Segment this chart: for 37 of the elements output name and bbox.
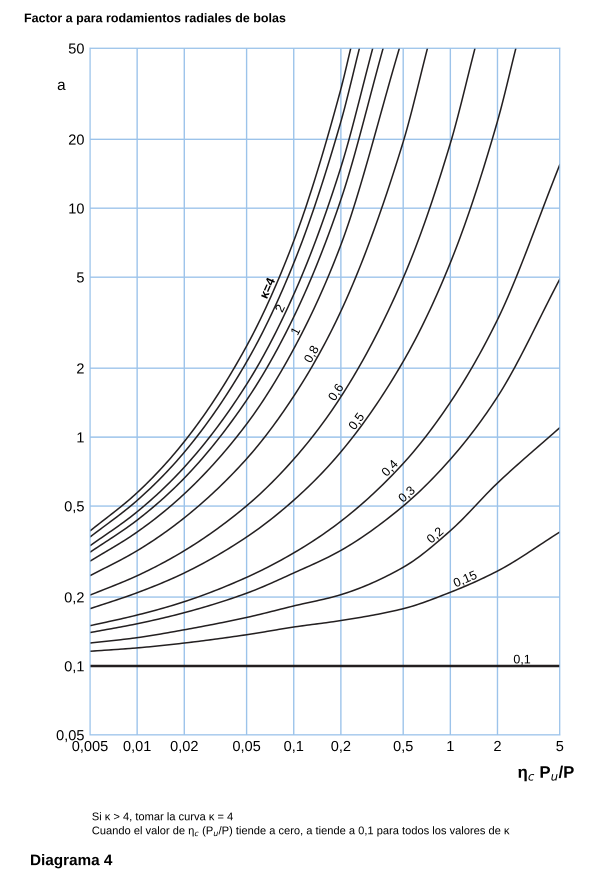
y-tick-label: 10 <box>69 203 84 214</box>
x-tick-label: 0,05 <box>232 740 260 753</box>
text: 0,4 <box>380 458 400 478</box>
text: 0,5 <box>348 412 366 432</box>
x-axis-title: η$_{c}$ P$_{u}$/P <box>518 766 574 782</box>
x-tick-label: 0,1 <box>284 740 304 753</box>
x-tick-label: 2 <box>494 740 501 752</box>
y-tick-label: 5 <box>76 272 84 283</box>
text: 0,2 <box>426 526 445 545</box>
series-label: 0,1 <box>514 654 530 666</box>
text: 0,6 <box>328 382 346 402</box>
y-tick-label: 0,05 <box>56 730 84 742</box>
x-tick-label: 0,5 <box>394 740 413 753</box>
y-tick-label: 2 <box>77 363 84 374</box>
text: 1 <box>290 326 300 336</box>
y-tick-label: 50 <box>68 43 84 54</box>
text: 2 <box>274 304 285 313</box>
text: κ=4 <box>259 276 276 299</box>
x-tick-label: 0,2 <box>331 740 350 753</box>
y-tick-label: 0,1 <box>64 661 84 674</box>
y-tick-label: 20 <box>68 134 84 145</box>
text: 0,3 <box>397 485 417 504</box>
x-tick-label: 0,01 <box>124 740 151 753</box>
y-tick-label: 1 <box>77 432 84 442</box>
chart-title: Factor a para rodamientos radiales de bolas <box>24 13 286 25</box>
x-tick-label: 5 <box>556 741 564 752</box>
x-tick-label: 0,02 <box>170 740 198 753</box>
text: Diagrama 4 <box>31 854 112 868</box>
text: Si κ > 4, tomar la curva κ = 4 <box>92 812 233 822</box>
x-tick-label: 0,005 <box>72 740 108 753</box>
y-axis-title: a <box>58 82 66 90</box>
text: 0,15 <box>452 570 478 589</box>
y-tick-label: 0,5 <box>64 501 84 514</box>
text: Cuando el valor de η$_{c}$ (P$_{u}$/P) tiende a cero, a tiende a 0,1 para todos los valores de κ <box>92 826 510 837</box>
x-tick-label: 1 <box>447 741 454 752</box>
text: 0,8 <box>303 344 320 364</box>
y-tick-label: 0,2 <box>64 592 84 604</box>
